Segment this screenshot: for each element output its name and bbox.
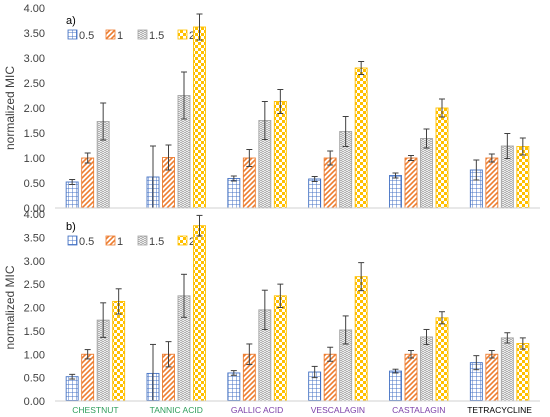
legend-label: 2: [189, 30, 195, 42]
y-tick-label: 0.50: [24, 178, 45, 190]
panel-a: 0.00 0.50 1.00 1.50 2.00 2.50 3.00 3.50 4.00 norm…: [3, 3, 540, 215]
bar: [308, 178, 322, 209]
y-tick-label: 3.50: [24, 28, 45, 40]
bar: [227, 372, 241, 402]
bar: [389, 175, 402, 209]
legend-label: 1.5: [149, 236, 164, 248]
bar: [273, 295, 287, 402]
y-tick-label: 3.50: [24, 232, 45, 244]
y-tick-label: 2.00: [24, 303, 45, 315]
category-label: CASTALAGIN: [392, 405, 445, 415]
bar: [516, 146, 530, 209]
category-label: VESCALAGIN: [311, 405, 365, 415]
legend-swatch: [137, 29, 148, 40]
y-tick-label: 0.00: [24, 396, 45, 408]
bar: [420, 138, 433, 209]
legend: 0.5 1 1.5 2: [67, 235, 195, 248]
y-tick-label: 3.00: [24, 256, 45, 268]
legend-label: 2: [189, 236, 195, 248]
legend-label: 1: [117, 30, 123, 42]
bar: [389, 370, 402, 402]
y-tick-label: 1.00: [24, 349, 45, 361]
category-label: CHESTNUT: [72, 405, 118, 415]
panel-label: a): [66, 15, 76, 27]
legend: 0.5 1 1.5 2: [67, 29, 195, 42]
y-tick-label: 4.00: [24, 3, 45, 15]
bar: [404, 353, 418, 402]
category-label: TETRACYCLINE: [467, 405, 532, 415]
bar: [273, 101, 287, 209]
bar: [354, 67, 368, 209]
bar: [500, 337, 514, 402]
bar: [485, 157, 499, 209]
y-tick-label: 4.00: [24, 209, 45, 221]
bar: [404, 157, 418, 209]
category-label: TANNIC ACID: [150, 405, 203, 415]
legend-label: 1: [117, 236, 123, 248]
bar: [420, 336, 433, 402]
y-axis-label: normalized MIC: [3, 265, 17, 349]
legend-swatch: [67, 29, 78, 40]
bar: [81, 157, 95, 209]
y-tick-label: 2.50: [24, 279, 45, 291]
bar: [65, 181, 79, 209]
panel-label: b): [66, 221, 76, 233]
bar: [485, 353, 499, 402]
bar: [354, 276, 368, 402]
bar: [193, 26, 206, 209]
bar: [193, 225, 206, 402]
bar: [516, 343, 530, 402]
legend-label: 0.5: [79, 236, 94, 248]
legend-swatch: [105, 29, 116, 40]
legend-swatch: [137, 235, 148, 246]
bar: [81, 353, 95, 402]
legend-swatch: [177, 29, 188, 40]
legend-label: 0.5: [79, 30, 94, 42]
y-tick-label: 2.00: [24, 103, 45, 115]
y-axis-label: normalized MIC: [3, 66, 17, 150]
y-tick-label: 3.00: [24, 53, 45, 65]
y-tick-label: 0.00: [24, 203, 45, 215]
y-tick-label: 1.00: [24, 153, 45, 165]
bar: [112, 300, 126, 402]
bar: [227, 178, 241, 209]
bar: [65, 376, 79, 402]
y-tick-label: 1.50: [24, 326, 45, 338]
legend-swatch: [105, 235, 116, 246]
legend-label: 1.5: [149, 30, 164, 42]
legend-swatch: [177, 235, 188, 246]
bar: [435, 107, 449, 209]
y-tick-label: 1.50: [24, 128, 45, 140]
legend-swatch: [67, 235, 78, 246]
y-tick-label: 2.50: [24, 78, 45, 90]
bar: [435, 317, 449, 402]
y-tick-label: 0.50: [24, 373, 45, 385]
panel-b: 0.00 0.50 1.00 1.50 2.00 2.50 3.00 3.50 4.00 norm…: [3, 209, 540, 415]
category-label: GALLIC ACID: [231, 405, 283, 415]
